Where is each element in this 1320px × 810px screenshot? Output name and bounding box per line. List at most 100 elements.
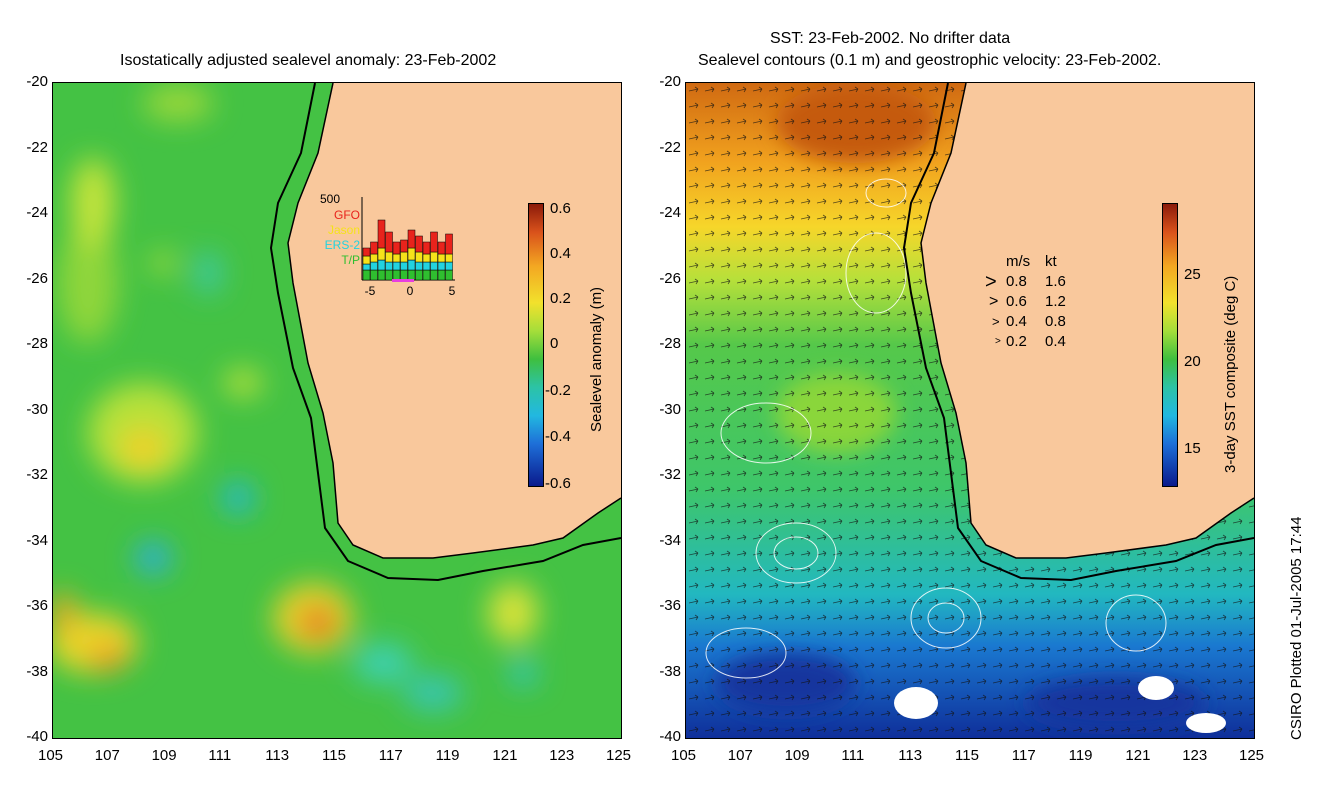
left-lat-tick: -26 — [26, 269, 48, 287]
left-lat-tick: -28 — [26, 335, 48, 352]
inset-bar — [430, 269, 438, 281]
right-lat-tick: -38 — [659, 662, 681, 680]
sealevel-cbar-tick-6: -0.6 — [545, 475, 571, 492]
inset-bar — [445, 233, 453, 255]
left-lon-tick: 107 — [94, 747, 120, 764]
left-lon-tick: 125 — [606, 747, 632, 764]
sealevel-colorbar-label: Sealevel anomaly (m) — [588, 286, 605, 432]
left-lon-tick: 109 — [151, 747, 177, 764]
right-lat-tick: -28 — [659, 335, 681, 352]
left-lon-tick: 113 — [265, 747, 290, 764]
velocity-ms-value: 0.2 — [1006, 333, 1027, 350]
inset-bar — [370, 241, 378, 255]
sst-cbar-tick-15: 15 — [1184, 440, 1201, 457]
shelf-edge-right — [902, 83, 1254, 582]
plot-credit: CSIRO Plotted 01-Jul-2005 17:44 — [1288, 516, 1305, 740]
inset-bar — [370, 261, 378, 271]
sst-field — [686, 83, 1254, 738]
right-panel-title-line1: SST: 23-Feb-2002. No drifter data — [770, 30, 1011, 47]
sealevel-cbar-tick-0: 0.6 — [550, 200, 571, 217]
left-lat-tick: -38 — [26, 662, 48, 680]
inset-bar — [445, 261, 453, 271]
right-lat-tick: -24 — [659, 204, 681, 221]
inset-legend-ers-2: ERS-2 — [325, 238, 361, 252]
inset-bar — [415, 261, 423, 271]
inset-bar — [445, 253, 453, 263]
right-lon-tick: 107 — [727, 747, 753, 764]
inset-bar — [430, 231, 438, 253]
right-lat-tick: -20 — [659, 73, 681, 90]
left-lat-tick: -32 — [26, 466, 48, 483]
inset-bar — [407, 269, 416, 281]
inset-bar — [430, 261, 438, 271]
sst-cbar-tick-20: 20 — [1184, 353, 1201, 370]
inset-bar — [437, 269, 446, 281]
right-lon-tick: 105 — [671, 747, 697, 764]
inset-bar — [445, 269, 453, 281]
coastline-left — [287, 83, 621, 559]
inset-bar — [362, 255, 371, 265]
left-lat-tick: -34 — [26, 531, 48, 549]
inset-xtick-5: 5 — [449, 284, 456, 295]
left-lat-tick: -24 — [26, 204, 48, 221]
right-lon-tick: 119 — [1068, 747, 1093, 764]
inset-bar — [422, 241, 431, 255]
velocity-arrow-icon: > — [989, 293, 999, 310]
left-lat-tick: -30 — [26, 400, 48, 418]
inset-bar — [377, 219, 386, 249]
inset-bar — [400, 269, 408, 281]
inset-bar — [362, 263, 371, 271]
inset-bar — [392, 261, 401, 271]
inset-bar — [437, 261, 446, 271]
right-lat-tick: -26 — [659, 269, 681, 287]
right-lon-tick: 121 — [1125, 747, 1151, 764]
right-panel-title-line2: Sealevel contours (0.1 m) and geostrophi… — [698, 52, 1162, 69]
sealevel-cbar-tick-2: 0.2 — [550, 290, 571, 307]
coastline-right — [920, 83, 1254, 559]
right-lon-tick: 123 — [1182, 747, 1208, 764]
sealevel-cbar-tick-1: 0.4 — [550, 245, 571, 262]
inset-bar — [392, 253, 401, 263]
inset-bar — [407, 229, 416, 249]
inset-bar — [385, 269, 393, 281]
inset-bar — [422, 269, 431, 281]
left-lon-tick: 117 — [378, 747, 403, 764]
left-lat-tick: -36 — [26, 597, 48, 614]
sst-cbar-tick-25: 25 — [1184, 266, 1201, 283]
right-lon-tick: 111 — [841, 747, 865, 764]
left-lon-tick: 121 — [492, 747, 518, 764]
velocity-legend-header-kt: kt — [1045, 253, 1057, 270]
inset-xtick-neg5: -5 — [365, 284, 376, 295]
left-lon-tick: 111 — [208, 747, 232, 764]
sealevel-cbar-tick-5: -0.4 — [545, 428, 571, 445]
inset-xtick-0: 0 — [407, 284, 414, 295]
velocity-kt-value: 1.6 — [1045, 273, 1066, 290]
velocity-ms-value: 0.8 — [1006, 273, 1027, 290]
inset-legend-t-p: T/P — [341, 253, 360, 267]
sst-map — [685, 82, 1255, 739]
left-panel-title: Isostatically adjusted sealevel anomaly:… — [120, 52, 497, 69]
right-lat-tick: -34 — [659, 531, 681, 549]
velocity-arrow-icon: > — [985, 271, 997, 293]
velocity-arrow-icon: > — [995, 336, 1001, 347]
inset-bar — [415, 235, 423, 253]
velocity-legend-header-ms: m/s — [1006, 253, 1031, 270]
inset-bar — [377, 259, 386, 271]
right-lat-tick: -40 — [659, 728, 681, 745]
velocity-arrow-icon: > — [992, 314, 1000, 329]
left-lon-tick: 119 — [435, 747, 460, 764]
right-lat-tick: -30 — [659, 400, 681, 418]
australia-landmass-left — [288, 83, 621, 558]
left-lon-tick: 105 — [38, 747, 64, 764]
australia-landmass-right — [921, 83, 1254, 558]
right-lat-tick: -36 — [659, 597, 681, 614]
inset-bar — [400, 251, 408, 263]
inset-legend-jason: Jason — [328, 223, 360, 237]
inset-bar — [362, 269, 371, 281]
right-lon-tick: 113 — [898, 747, 923, 764]
sealevel-anomaly-field — [53, 83, 621, 738]
inset-bar — [400, 261, 408, 271]
left-lon-tick: 115 — [322, 747, 346, 764]
left-lat-tick: -20 — [26, 73, 48, 90]
